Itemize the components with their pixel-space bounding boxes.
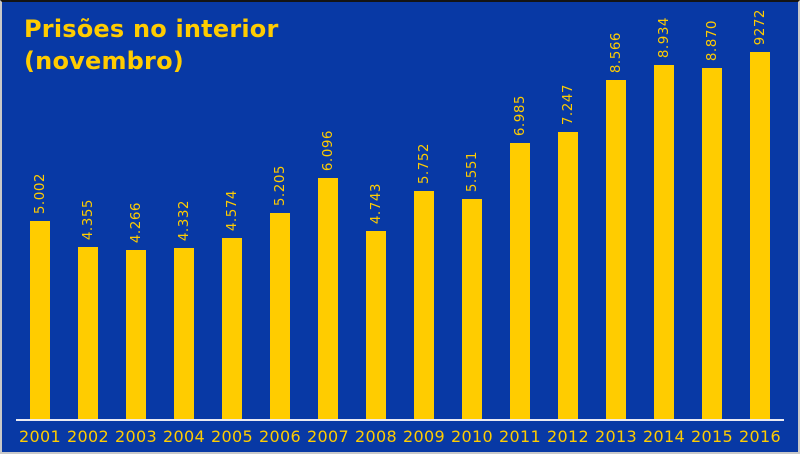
bar-column-2014: 8.934 xyxy=(640,17,688,419)
bar-value-label: 8.566 xyxy=(608,31,624,73)
x-tick-label-2015: 2015 xyxy=(691,427,733,446)
bar-column-2015: 8.870 xyxy=(688,20,736,419)
x-tick-label-2002: 2002 xyxy=(67,427,109,446)
chart-title-line2: (novembro) xyxy=(24,46,184,75)
bar-value-label: 5.002 xyxy=(32,172,48,214)
bar-column-2016: 9272 xyxy=(736,9,784,419)
bar-value-label: 4.743 xyxy=(368,182,384,224)
bar-value-label: 7.247 xyxy=(560,83,576,125)
x-tick-label-2007: 2007 xyxy=(307,427,349,446)
bar-column-2005: 4.574 xyxy=(208,190,256,419)
x-tick-label-2001: 2001 xyxy=(19,427,61,446)
bar-value-label: 4.332 xyxy=(176,199,192,241)
bar-2001 xyxy=(30,221,50,419)
x-tick-label-2013: 2013 xyxy=(595,427,637,446)
bar-2010 xyxy=(462,199,482,419)
bar-column-2010: 5.551 xyxy=(448,151,496,419)
bar-2012 xyxy=(558,132,578,419)
bar-column-2003: 4.266 xyxy=(112,202,160,419)
bar-column-2013: 8.566 xyxy=(592,32,640,419)
bar-value-label: 4.355 xyxy=(80,198,96,240)
bar-column-2002: 4.355 xyxy=(64,199,112,419)
bar-column-2004: 4.332 xyxy=(160,200,208,419)
x-axis: 2001 2002 2003 2004 2005 2006 2007 2008 2009 2010… xyxy=(16,423,784,452)
x-tick-label-2012: 2012 xyxy=(547,427,589,446)
bar-value-label: 8.870 xyxy=(704,19,720,61)
bar-2003 xyxy=(126,250,146,419)
bar-column-2009: 5.752 xyxy=(400,143,448,419)
bar-2015 xyxy=(702,68,722,419)
chart-title: Prisões no interior (novembro) xyxy=(24,14,279,77)
bar-2014 xyxy=(654,65,674,419)
bar-column-2007: 6.096 xyxy=(304,130,352,419)
bar-2016 xyxy=(750,52,770,419)
x-tick-label-2008: 2008 xyxy=(355,427,397,446)
x-tick-label-2016: 2016 xyxy=(739,427,781,446)
x-tick-label-2014: 2014 xyxy=(643,427,685,446)
bar-value-label: 9272 xyxy=(752,8,768,45)
chart-title-line1: Prisões no interior xyxy=(24,15,279,43)
bar-value-label: 5.205 xyxy=(272,164,288,206)
x-tick-label-2004: 2004 xyxy=(163,427,205,446)
bar-2006 xyxy=(270,213,290,419)
bar-2011 xyxy=(510,143,530,419)
bar-value-label: 8.934 xyxy=(656,16,672,58)
bar-2002 xyxy=(78,247,98,419)
bar-value-label: 6.985 xyxy=(512,94,528,136)
x-tick-label-2006: 2006 xyxy=(259,427,301,446)
bar-value-label: 4.574 xyxy=(224,189,240,231)
bar-column-2006: 5.205 xyxy=(256,165,304,419)
x-tick-label-2011: 2011 xyxy=(499,427,541,446)
bar-column-2012: 7.247 xyxy=(544,84,592,419)
bar-value-label: 5.752 xyxy=(416,142,432,184)
x-tick-label-2003: 2003 xyxy=(115,427,157,446)
bar-2007 xyxy=(318,178,338,419)
x-tick-label-2010: 2010 xyxy=(451,427,493,446)
bar-value-label: 4.266 xyxy=(128,201,144,243)
bar-column-2011: 6.985 xyxy=(496,95,544,419)
bar-2009 xyxy=(414,191,434,419)
bar-column-2001: 5.002 xyxy=(16,173,64,419)
bar-2004 xyxy=(174,248,194,419)
plot-area: 5.002 4.355 4.266 4.332 4.574 5.205 6.096 4.743… xyxy=(16,2,784,421)
x-tick-label-2009: 2009 xyxy=(403,427,445,446)
x-tick-label-2005: 2005 xyxy=(211,427,253,446)
bar-column-2008: 4.743 xyxy=(352,183,400,419)
bar-value-label: 5.551 xyxy=(464,150,480,192)
bar-2008 xyxy=(366,231,386,419)
bar-2005 xyxy=(222,238,242,419)
bar-2013 xyxy=(606,80,626,419)
bar-value-label: 6.096 xyxy=(320,129,336,171)
